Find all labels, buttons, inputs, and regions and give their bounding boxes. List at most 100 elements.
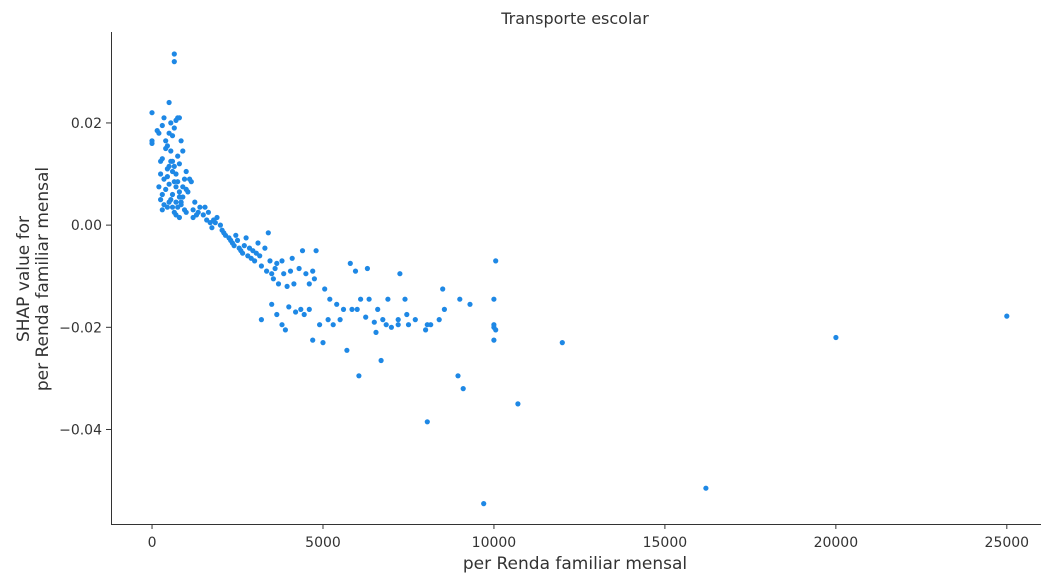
data-point xyxy=(322,286,328,292)
data-point xyxy=(267,258,273,264)
data-point xyxy=(481,501,487,507)
x-tick-label: 0 xyxy=(148,535,157,551)
data-point xyxy=(265,230,271,236)
data-point xyxy=(327,296,333,302)
data-point xyxy=(380,317,386,323)
data-point xyxy=(275,281,282,287)
data-point xyxy=(467,301,473,307)
data-point xyxy=(440,286,446,292)
data-point xyxy=(395,322,401,328)
data-point xyxy=(163,138,169,144)
data-point xyxy=(188,179,194,185)
data-point xyxy=(212,220,218,226)
data-point xyxy=(274,260,280,266)
data-point xyxy=(279,258,285,264)
x-axis-label: per Renda familiar mensal xyxy=(463,554,687,574)
points-layer xyxy=(149,51,1010,507)
data-point xyxy=(493,327,499,333)
data-point xyxy=(171,163,177,169)
data-point xyxy=(423,327,429,333)
data-point xyxy=(231,243,237,249)
data-point xyxy=(233,232,239,238)
data-point xyxy=(166,181,172,187)
data-point xyxy=(833,334,839,341)
data-point xyxy=(169,191,176,198)
data-point xyxy=(200,212,206,218)
x-ticks: 0 5000 10000 15000 20000 25000 xyxy=(148,524,1029,551)
data-point xyxy=(289,255,295,261)
data-point xyxy=(282,327,288,333)
data-point xyxy=(287,268,294,274)
data-point xyxy=(703,485,709,491)
data-point xyxy=(457,296,463,302)
data-point xyxy=(197,204,203,210)
data-point xyxy=(217,222,223,228)
data-point xyxy=(306,306,312,312)
data-point xyxy=(258,263,264,269)
data-point xyxy=(169,168,176,175)
data-point xyxy=(171,125,177,131)
data-point xyxy=(176,161,182,167)
data-point xyxy=(279,322,285,328)
data-point xyxy=(383,322,389,328)
data-point xyxy=(371,319,377,325)
data-point xyxy=(364,265,370,272)
data-point xyxy=(1004,313,1010,319)
x-tick-label: 10000 xyxy=(472,535,517,551)
data-point xyxy=(559,340,565,346)
data-point xyxy=(334,301,340,307)
data-point xyxy=(164,174,170,180)
y-tick-label: −0.02 xyxy=(59,320,102,336)
data-point xyxy=(255,240,261,246)
data-point xyxy=(192,199,198,205)
data-point xyxy=(164,204,170,210)
data-point xyxy=(214,214,220,221)
data-point xyxy=(491,296,497,302)
data-point xyxy=(178,199,184,205)
data-point xyxy=(340,306,347,312)
data-point xyxy=(234,237,241,243)
data-point xyxy=(330,322,336,328)
data-point xyxy=(441,306,447,312)
data-point xyxy=(183,209,189,215)
data-point xyxy=(424,419,430,425)
data-point xyxy=(325,317,331,323)
data-point xyxy=(373,329,379,335)
data-point xyxy=(180,148,186,154)
data-point xyxy=(363,314,369,320)
data-point xyxy=(168,197,174,203)
data-point xyxy=(366,296,372,302)
x-tick-label: 5000 xyxy=(305,535,341,551)
data-point xyxy=(166,163,172,169)
data-point xyxy=(241,243,247,249)
data-point xyxy=(515,401,521,407)
data-point xyxy=(270,276,276,282)
data-point xyxy=(375,306,381,312)
data-point xyxy=(169,204,176,210)
data-point xyxy=(493,258,499,264)
data-point xyxy=(337,317,343,323)
data-point xyxy=(320,340,326,346)
data-point xyxy=(264,268,270,274)
data-point xyxy=(301,311,307,318)
data-point xyxy=(395,317,401,323)
y-tick-label: 0.00 xyxy=(71,218,102,234)
data-point xyxy=(412,317,418,323)
data-point xyxy=(262,245,268,251)
x-tick-label: 15000 xyxy=(643,535,688,551)
data-point xyxy=(310,337,316,343)
data-point xyxy=(159,207,165,213)
data-point xyxy=(240,250,246,256)
data-point xyxy=(436,317,442,323)
data-point xyxy=(175,153,181,159)
data-point xyxy=(159,156,165,162)
data-point xyxy=(163,145,169,152)
data-point xyxy=(169,133,176,139)
y-tick-label: 0.02 xyxy=(71,116,102,132)
data-point xyxy=(159,191,165,198)
data-point xyxy=(181,176,188,182)
data-point xyxy=(166,99,172,106)
data-point xyxy=(149,110,155,116)
data-point xyxy=(358,296,364,302)
data-point xyxy=(272,265,278,272)
